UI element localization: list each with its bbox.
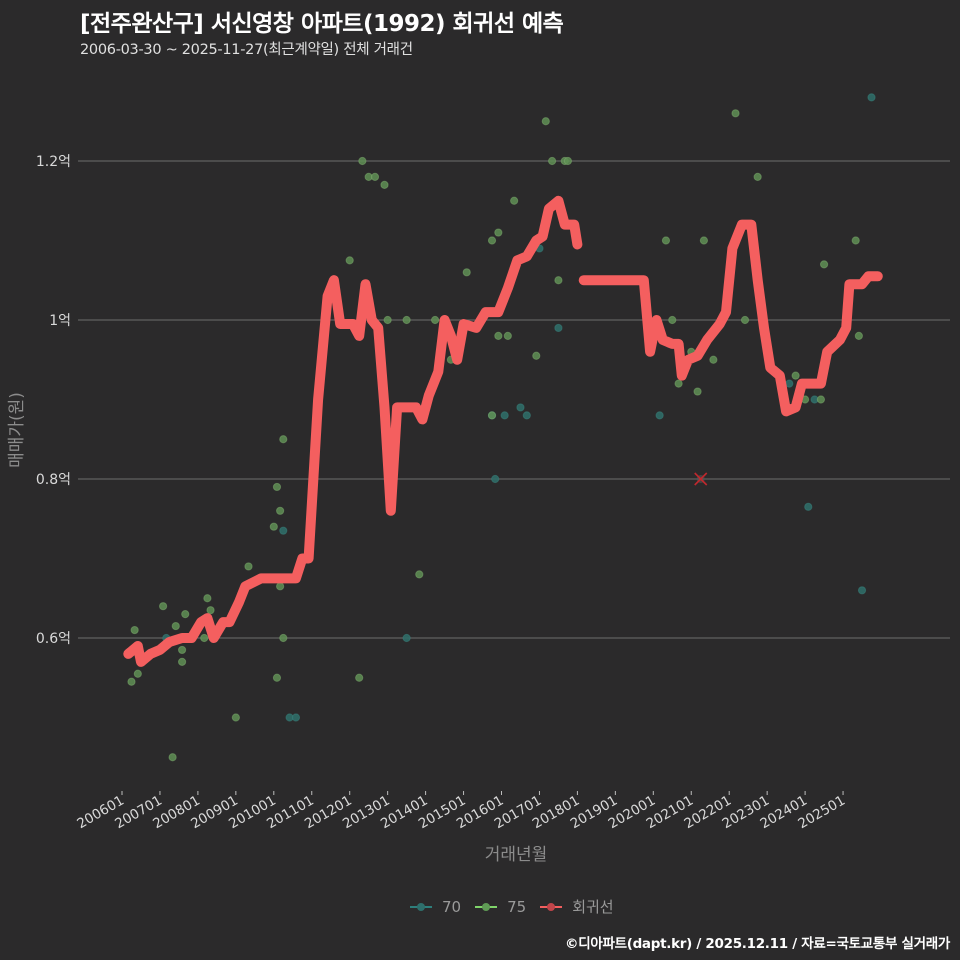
data-point-75 — [699, 236, 709, 245]
data-point-75 — [244, 562, 253, 571]
data-point-75 — [816, 395, 826, 404]
data-point-75 — [127, 677, 136, 686]
data-point-70 — [516, 403, 525, 412]
data-point-75 — [819, 260, 829, 269]
data-point-75 — [159, 602, 168, 611]
series-70-points — [162, 93, 876, 722]
outlier-marker — [694, 472, 708, 486]
y-axis-title: 매매가(원) — [7, 392, 27, 468]
data-point-75 — [532, 351, 541, 360]
data-point-75 — [206, 606, 215, 615]
legend-key-regression-icon — [540, 901, 563, 913]
data-point-75 — [276, 506, 285, 515]
legend-item-regression[interactable]: 회귀선 — [540, 896, 614, 917]
data-point-75 — [668, 315, 677, 325]
data-point-75 — [851, 236, 860, 245]
data-point-75 — [462, 268, 471, 277]
data-point-75 — [203, 594, 212, 603]
data-point-75 — [731, 109, 740, 118]
data-point-75 — [279, 435, 288, 444]
data-point-75 — [370, 172, 380, 181]
data-point-75 — [494, 331, 503, 340]
data-point-70 — [785, 379, 794, 388]
data-point-75 — [402, 315, 411, 325]
data-point-75 — [177, 645, 187, 655]
data-point-70 — [279, 526, 288, 535]
legend-key-75-icon — [475, 901, 498, 913]
y-tick-label: 0.8억 — [36, 472, 71, 488]
grid-lines — [78, 160, 950, 639]
data-point-75 — [415, 570, 424, 579]
data-point-75 — [272, 482, 282, 492]
data-point-75 — [487, 411, 497, 420]
data-point-75 — [753, 172, 762, 181]
data-point-75 — [494, 228, 503, 237]
data-point-75 — [674, 379, 683, 388]
data-point-75 — [791, 371, 800, 380]
data-point-75 — [541, 117, 550, 126]
legend-key-70-icon — [410, 901, 432, 913]
legend-item-70[interactable]: 70 — [410, 898, 461, 916]
data-point-70 — [291, 713, 301, 722]
data-point-75 — [168, 753, 177, 762]
x-axis-ticks: 2006012007012008012009012010012011012012… — [74, 791, 848, 832]
data-point-70 — [857, 586, 867, 595]
data-point-75 — [231, 713, 240, 722]
data-point-75 — [200, 633, 209, 643]
data-point-70 — [522, 411, 531, 420]
data-point-75 — [279, 633, 288, 643]
data-point-75 — [548, 156, 557, 166]
data-point-75 — [693, 387, 702, 396]
chart-subtitle: 2006-03-30 ~ 2025-11-27(최근계약일) 전체 거래건 — [80, 42, 413, 58]
legend-item-75[interactable]: 75 — [475, 898, 526, 916]
data-point-75 — [510, 196, 519, 205]
data-point-70 — [491, 474, 500, 484]
legend-label-75: 75 — [507, 897, 527, 916]
data-point-75 — [276, 582, 285, 591]
data-point-70 — [655, 411, 664, 420]
data-point-70 — [402, 633, 411, 643]
data-point-75 — [171, 621, 180, 631]
source-credit: ©디아파트(dapt.kr) / 2025.12.11 / 자료=국토교통부 실… — [565, 936, 950, 952]
data-point-75 — [345, 256, 354, 265]
y-tick-label: 1억 — [49, 313, 71, 329]
data-point-70 — [500, 411, 509, 420]
chart-title: [전주완산구] 서신영창 아파트(1992) 회귀선 예측 — [80, 11, 564, 37]
data-point-75 — [355, 673, 364, 682]
x-axis-title: 거래년월 — [485, 845, 548, 865]
y-tick-label: 0.6억 — [36, 631, 71, 647]
legend: 70 75 회귀선 — [410, 896, 618, 917]
data-point-75 — [177, 657, 187, 666]
data-point-75 — [430, 315, 440, 325]
data-point-75 — [709, 355, 718, 364]
data-point-75 — [503, 331, 512, 340]
data-point-75 — [130, 625, 139, 635]
data-point-75 — [181, 610, 190, 619]
data-point-75 — [487, 236, 497, 245]
data-point-75 — [269, 522, 278, 531]
data-point-75 — [563, 156, 573, 166]
y-axis-ticks: 0.6억 0.8억 1억 1.2억 — [36, 154, 71, 647]
series-75-points — [127, 109, 863, 762]
legend-label-70: 70 — [442, 897, 462, 916]
data-point-75 — [661, 236, 671, 245]
legend-label-regression: 회귀선 — [572, 898, 614, 916]
data-point-70 — [554, 323, 563, 333]
data-point-75 — [133, 669, 142, 678]
data-point-70 — [804, 502, 813, 511]
regression-line — [123, 195, 883, 667]
data-point-75 — [383, 315, 392, 325]
data-point-75 — [740, 315, 750, 325]
y-tick-label: 1.2억 — [36, 154, 71, 170]
data-point-75 — [554, 276, 563, 285]
data-point-70 — [867, 93, 876, 102]
data-point-75 — [358, 156, 367, 166]
data-point-75 — [272, 673, 282, 682]
data-point-75 — [854, 331, 863, 340]
data-point-75 — [380, 180, 389, 189]
